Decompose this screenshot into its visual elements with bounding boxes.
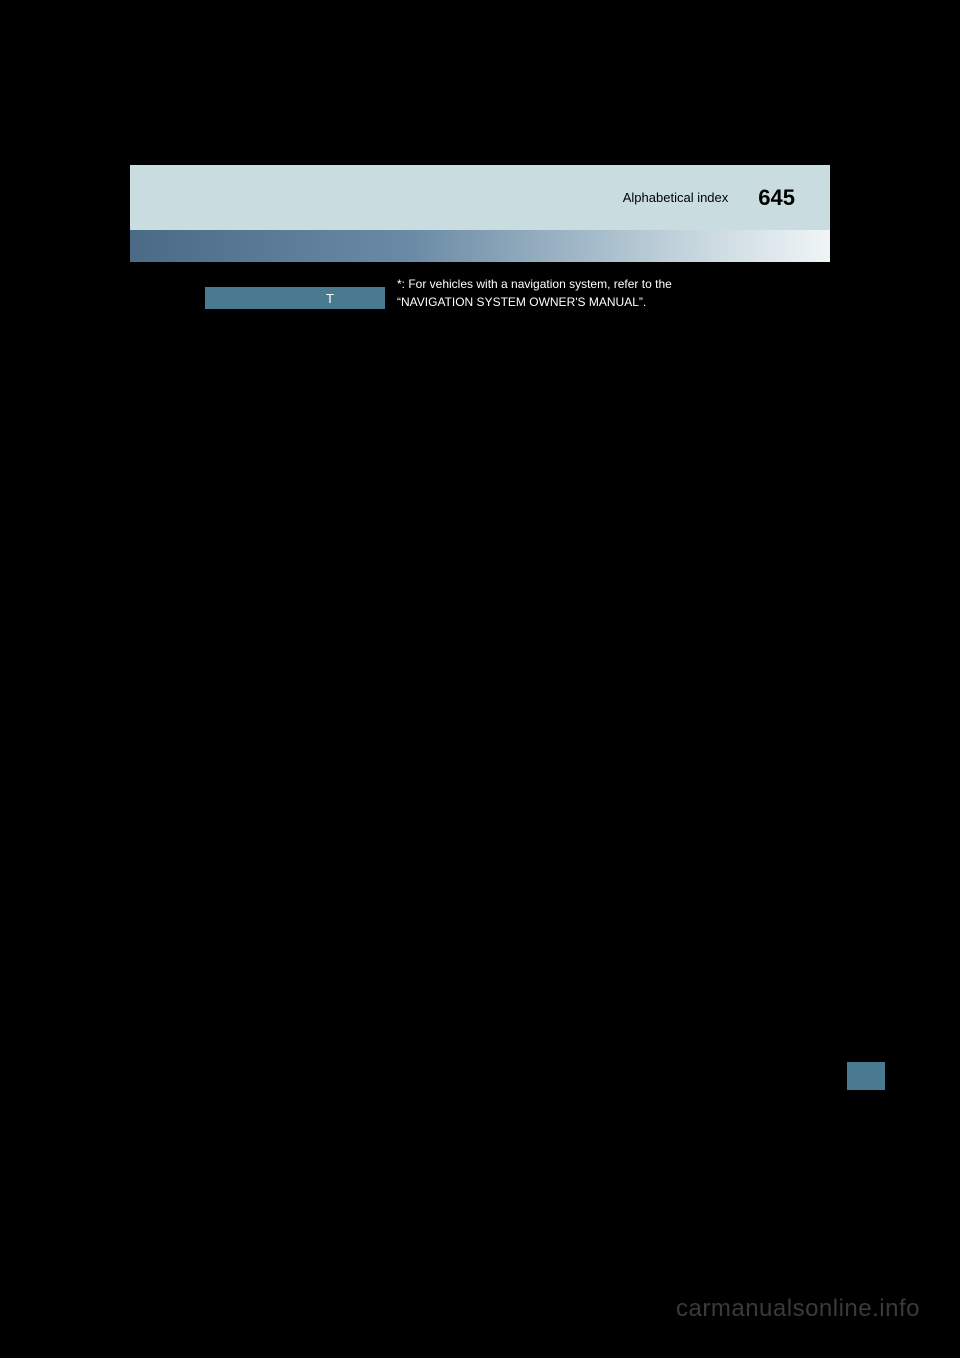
letter-tab-text: T [326,291,334,306]
footnote-box: *: For vehicles with a navigation system… [385,267,830,319]
page-header: Alphabetical index 645 [130,165,830,230]
footnote-line-1: *: For vehicles with a navigation system… [397,275,818,293]
watermark: carmanualsonline.info [676,1295,920,1323]
side-tab-marker [847,1062,885,1090]
page-number: 645 [758,185,795,211]
footnote-line-2: “NAVIGATION SYSTEM OWNER'S MANUAL”. [397,293,818,311]
gradient-divider [130,230,830,262]
page-container: Alphabetical index 645 T *: For vehicles… [130,165,830,1085]
index-content: T *: For vehicles with a navigation syst… [130,262,830,309]
section-label: Alphabetical index [623,190,729,205]
